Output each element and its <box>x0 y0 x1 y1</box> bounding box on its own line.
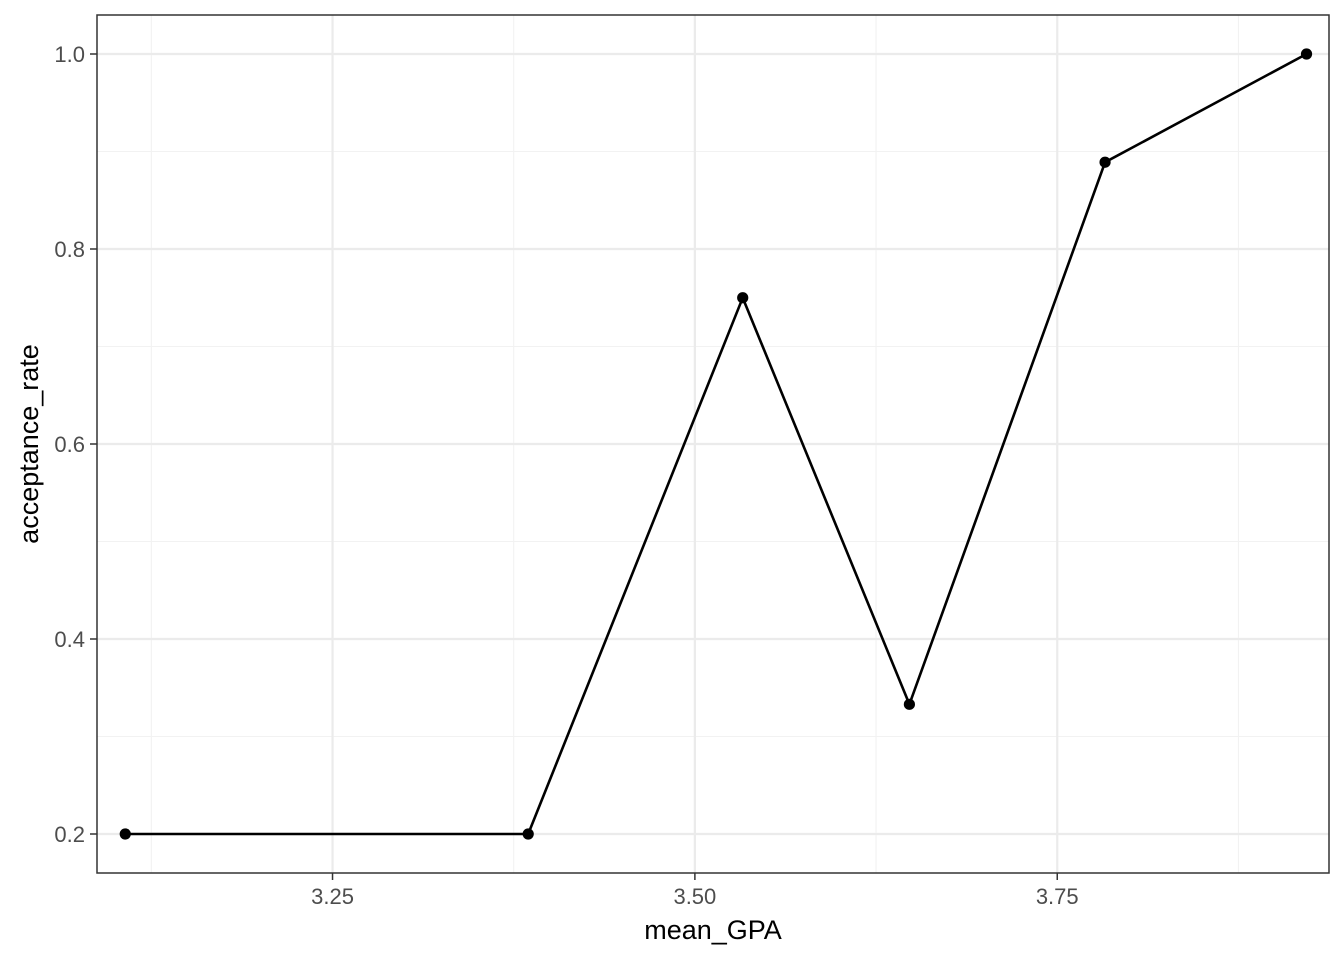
x-axis: 3.25 3.50 3.75 <box>311 873 1079 909</box>
minor-gridlines <box>97 15 1329 873</box>
x-tick-label-1: 3.50 <box>673 884 716 909</box>
data-point-0-4 <box>1099 156 1111 168</box>
y-tick-label-1: 0.4 <box>54 627 85 652</box>
y-tick-label-3: 0.8 <box>54 237 85 262</box>
major-gridlines <box>97 15 1329 873</box>
data-point-0-5 <box>1300 48 1313 60</box>
y-axis-title: acceptance_rate <box>14 344 44 544</box>
y-axis: 0.2 0.4 0.6 0.8 1.0 <box>54 42 97 847</box>
x-axis-title: mean_GPA <box>644 915 782 945</box>
data-point-0-1 <box>522 828 534 840</box>
data-point-0-2 <box>737 292 749 304</box>
series-layer <box>119 48 1313 840</box>
data-point-0-0 <box>119 828 131 840</box>
data-point-0-3 <box>903 698 915 710</box>
y-tick-label-4: 1.0 <box>54 42 85 67</box>
x-tick-label-2: 3.75 <box>1036 884 1079 909</box>
y-tick-label-2: 0.6 <box>54 432 85 457</box>
y-tick-label-0: 0.2 <box>54 822 85 847</box>
x-tick-label-0: 3.25 <box>311 884 354 909</box>
series-line-0 <box>125 52 1308 836</box>
